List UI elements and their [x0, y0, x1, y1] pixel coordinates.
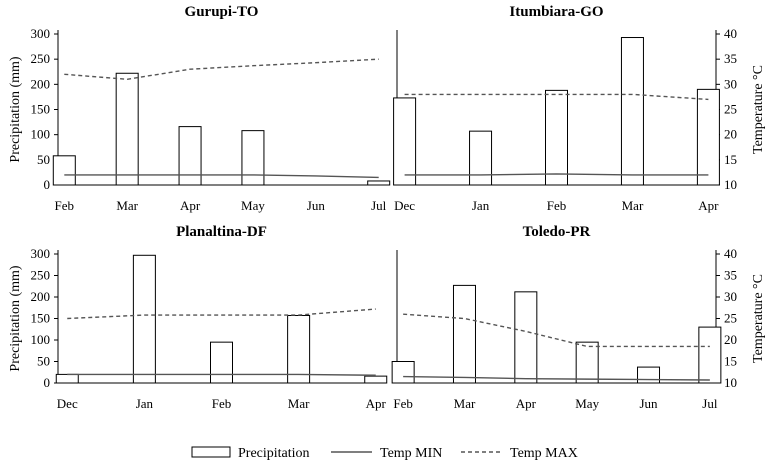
- y-axis-title-planaltina-df: Precipitation (mm): [8, 265, 23, 371]
- bar-toledo-pr-may: [575, 341, 599, 384]
- panel-gurupi-to: Gurupi-TO 0 50 100 150 200 250 300 Precipitation…: [8, 4, 391, 213]
- bar-toledo-pr-jun: [637, 366, 661, 384]
- bar-gurupi-to-feb: [52, 155, 76, 186]
- bar-toledo-pr-apr: [514, 291, 538, 384]
- bar-toledo-pr-mar: [452, 284, 476, 384]
- bar-itumbiara-go-feb: [545, 89, 568, 186]
- y2-tick-label: 20: [724, 332, 737, 347]
- y-axis-title-gurupi-to: Precipitation (mm): [8, 56, 23, 162]
- x-tick-label: Dec: [57, 396, 78, 411]
- x-tick-label: Apr: [366, 396, 387, 411]
- y2-tick-label: 30: [724, 76, 737, 91]
- bar-itumbiara-go-apr: [696, 88, 720, 186]
- x-tick-label: Dec: [394, 198, 415, 213]
- legend-precipitation-swatch: [191, 446, 231, 458]
- y-tick-label: 250: [31, 268, 51, 283]
- y-tick-label: 300: [31, 26, 51, 41]
- panels: Gurupi-TO050100150200250300Precipitation…: [8, 4, 766, 411]
- x-tick-label: Mar: [454, 396, 476, 411]
- y2-tick-label: 15: [724, 152, 737, 167]
- y-tick-label: 300: [31, 246, 51, 261]
- y2-tick-label: 25: [724, 311, 737, 326]
- series-temp-max-itumbiara-go: [404, 93, 709, 101]
- y2-tick-label: 15: [724, 354, 737, 369]
- bar-itumbiara-go-mar: [620, 37, 644, 186]
- legend-precipitation-label: Precipitation: [238, 446, 310, 461]
- x-tick-label: Apr: [180, 198, 201, 213]
- bar-toledo-pr-feb: [391, 361, 415, 384]
- series-temp-min-planaltina-df: [67, 373, 376, 376]
- x-tick-label: Apr: [516, 396, 537, 411]
- x-tick-label: Jan: [472, 198, 490, 213]
- series-temp-max-toledo-pr: [403, 313, 710, 348]
- bar-gurupi-to-mar: [115, 72, 139, 186]
- y-tick-label: 100: [31, 127, 51, 142]
- x-tick-label: Jun: [639, 396, 658, 411]
- x-tick-label: May: [575, 396, 599, 411]
- y2-tick-label: 10: [724, 177, 737, 192]
- bar-toledo-pr-jul: [698, 326, 722, 384]
- y-tick-label: 150: [31, 311, 51, 326]
- panel-title-gurupi-to: Gurupi-TO: [185, 4, 259, 20]
- y2-tick-label: 35: [724, 51, 737, 66]
- panel-title-toledo-pr: Toledo-PR: [523, 224, 591, 240]
- y2-tick-label: 40: [724, 246, 737, 261]
- y2-tick-label: 25: [724, 102, 737, 117]
- x-tick-label: Jul: [371, 198, 387, 213]
- x-tick-label: Feb: [393, 396, 413, 411]
- x-tick-label: Mar: [288, 396, 310, 411]
- bar-planaltina-df-dec: [55, 373, 79, 384]
- bar-planaltina-df-apr: [364, 375, 388, 384]
- x-tick-label: Apr: [698, 198, 719, 213]
- panel-toledo-pr: Toledo-PR 10 15 20 25 30 35 40 Temperature °C Feb…: [391, 224, 766, 411]
- y2-axis-title-itumbiara-go: Temperature °C: [751, 65, 766, 154]
- bar-planaltina-df-mar: [287, 314, 311, 384]
- series-temp-max-gurupi-to: [64, 58, 379, 81]
- y-tick-label: 150: [31, 102, 51, 117]
- y-tick-label: 0: [44, 177, 51, 192]
- y2-axis-title-toledo-pr: Temperature °C: [751, 274, 766, 363]
- bar-gurupi-to-jul: [367, 180, 391, 186]
- bar-gurupi-to-apr: [178, 126, 202, 186]
- panel-planaltina-df: Planaltina-DF 0 50 100 150 200 250 300 Precipita…: [8, 224, 388, 411]
- y-tick-label: 250: [31, 51, 51, 66]
- x-tick-label: Jul: [702, 396, 718, 411]
- y2-tick-label: 20: [724, 127, 737, 142]
- x-tick-label: Feb: [547, 198, 567, 213]
- y2-tick-label: 10: [724, 375, 737, 390]
- bar-itumbiara-go-jan: [469, 130, 493, 186]
- panel-title-planaltina-df: Planaltina-DF: [176, 224, 267, 240]
- series-temp-min-gurupi-to: [64, 174, 379, 179]
- x-tick-label: May: [241, 198, 265, 213]
- y-tick-label: 50: [37, 354, 50, 369]
- x-tick-label: Feb: [55, 198, 75, 213]
- y-tick-label: 0: [44, 375, 51, 390]
- legend: Precipitation Temp MIN Temp MAX: [191, 446, 578, 461]
- bar-gurupi-to-may: [241, 130, 265, 186]
- y-tick-label: 200: [31, 289, 51, 304]
- series-temp-min-toledo-pr: [403, 375, 710, 381]
- y2-tick-label: 40: [724, 26, 737, 41]
- y2-tick-label: 30: [724, 289, 737, 304]
- y-tick-label: 50: [37, 152, 50, 167]
- series-temp-min-itumbiara-go: [404, 173, 709, 176]
- panel-title-itumbiara-go: Itumbiara-GO: [509, 4, 603, 20]
- x-tick-label: Jan: [136, 396, 154, 411]
- y2-tick-label: 35: [724, 268, 737, 283]
- y-tick-label: 200: [31, 76, 51, 91]
- panel-itumbiara-go: Itumbiara-GO 10 15 20 25 30 35 40 Temperature °C…: [393, 4, 766, 213]
- x-tick-label: Feb: [212, 396, 232, 411]
- bar-planaltina-df-jan: [132, 254, 156, 384]
- legend-tmin-label: Temp MIN: [380, 446, 442, 461]
- x-tick-label: Mar: [622, 198, 644, 213]
- x-tick-label: Mar: [116, 198, 138, 213]
- bar-planaltina-df-feb: [210, 341, 233, 384]
- x-tick-label: Jun: [307, 198, 326, 213]
- legend-tmax-label: Temp MAX: [510, 446, 578, 461]
- bar-itumbiara-go-dec: [393, 97, 417, 186]
- series-temp-max-planaltina-df: [67, 308, 376, 320]
- y-tick-label: 100: [31, 332, 51, 347]
